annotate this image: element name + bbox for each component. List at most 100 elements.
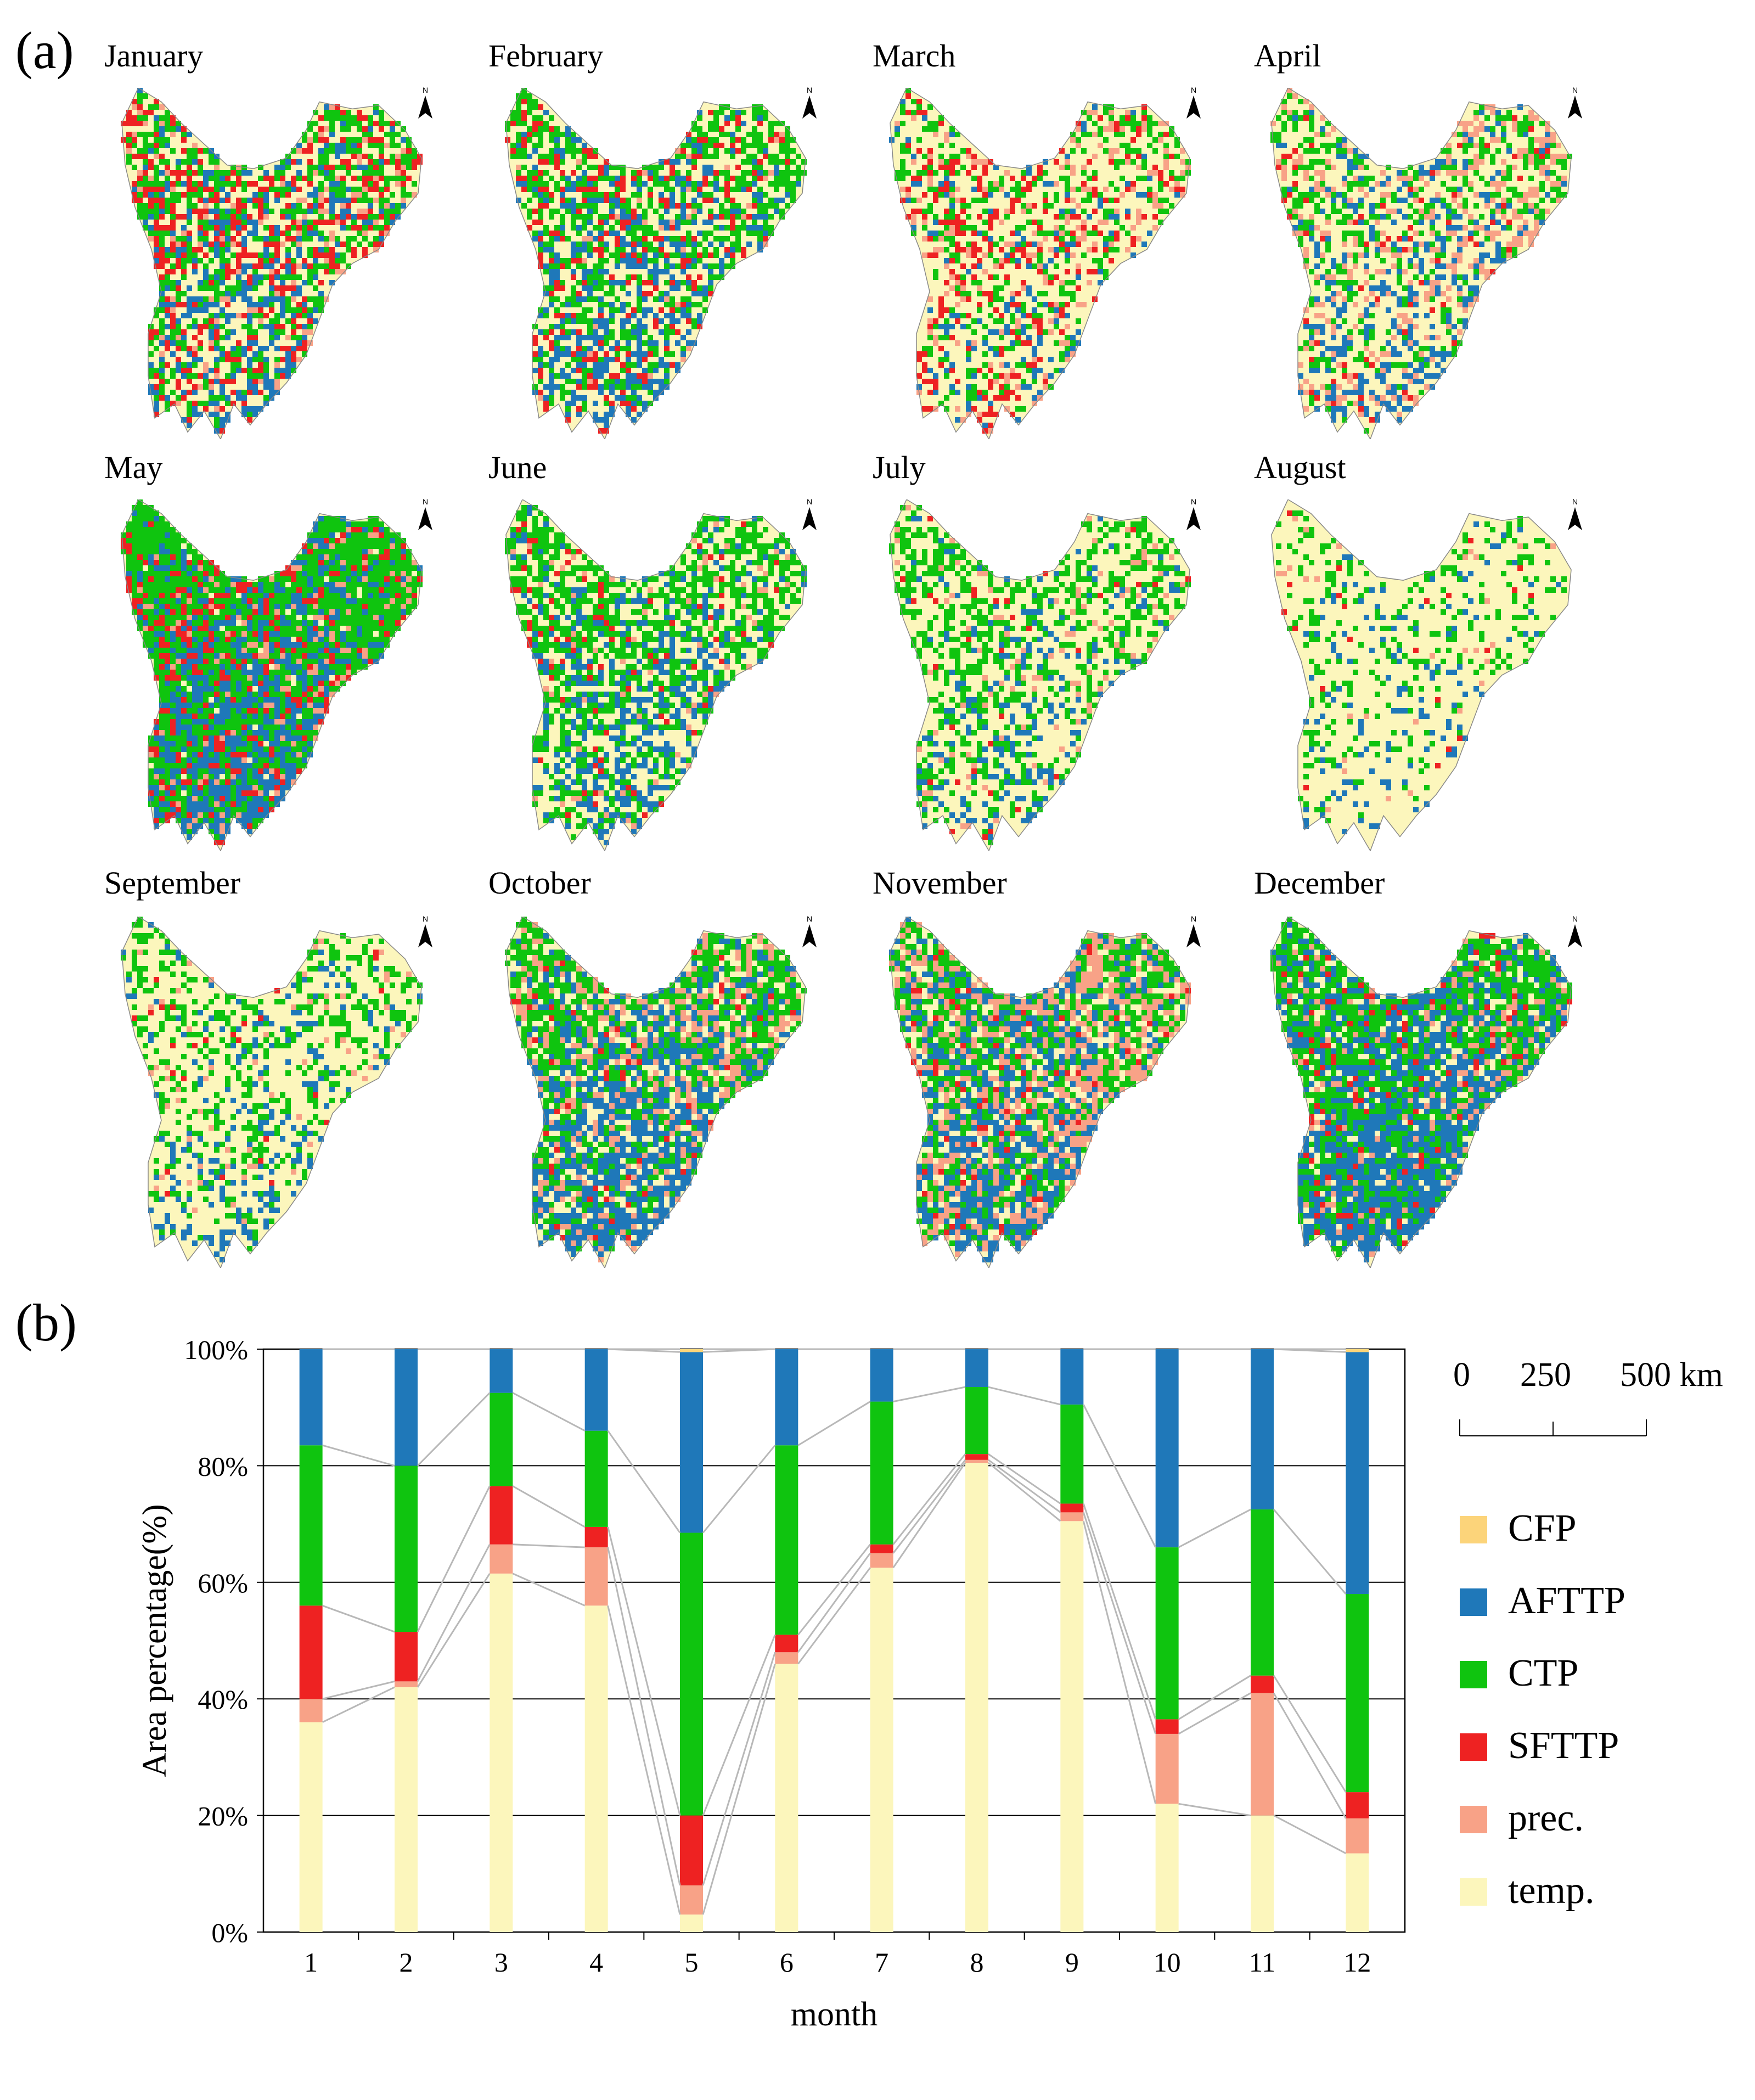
- stack-connector: [1082, 1520, 1157, 1804]
- bar-temp-1: [299, 1722, 323, 1932]
- north-label: N: [806, 497, 813, 506]
- stack-connector: [322, 1444, 395, 1467]
- bar-temp-2: [395, 1687, 418, 1932]
- bar-prec-6: [775, 1652, 798, 1664]
- map-title-october: October: [488, 865, 591, 901]
- stack-connector: [797, 1401, 871, 1446]
- bar-prec-2: [395, 1681, 418, 1687]
- map-june: [505, 499, 807, 851]
- y-tick-label: 40%: [198, 1684, 248, 1715]
- bar-sfttp-9: [1060, 1503, 1084, 1513]
- stack-connector: [1178, 1675, 1251, 1720]
- x-tick-label: 1: [304, 1947, 318, 1978]
- map-february: [505, 88, 807, 439]
- stack-connector: [1273, 1692, 1347, 1819]
- bar-ctp-1: [299, 1445, 323, 1606]
- bar-afttp-5: [680, 1352, 703, 1533]
- stack-connector: [607, 1526, 681, 1816]
- north-label: N: [422, 497, 429, 506]
- stack-connector: [892, 1453, 966, 1545]
- bar-sfttp-3: [490, 1486, 513, 1545]
- north-label: N: [1190, 914, 1197, 923]
- bar-ctp-10: [1155, 1547, 1179, 1720]
- bar-afttp-1: [299, 1349, 323, 1446]
- stacked-bar-chart: 0%20%40%60%80%100%1 2 3 4 5 6 7 8 9 10 11 12monthAr…: [136, 1334, 1406, 2033]
- x-tick-label: 10: [1154, 1947, 1181, 1978]
- bar-sfttp-5: [680, 1815, 703, 1886]
- stack-connector: [607, 1605, 681, 1915]
- y-axis-title: Area percentage(%): [136, 1504, 173, 1777]
- bar-sfttp-7: [870, 1544, 893, 1553]
- bar-cfp-12: [1346, 1349, 1369, 1352]
- bar-prec-1: [299, 1699, 323, 1722]
- x-tick-label: 6: [780, 1947, 794, 1978]
- north-label: N: [1190, 497, 1197, 506]
- map-march: [889, 88, 1191, 439]
- y-tick-label: 0%: [211, 1917, 248, 1948]
- bar-sfttp-1: [299, 1605, 323, 1699]
- scale-label-0: 0: [1453, 1356, 1470, 1394]
- bar-temp-7: [870, 1568, 893, 1932]
- legend-label: prec.: [1508, 1797, 1584, 1839]
- stack-connector: [512, 1392, 586, 1432]
- bar-prec-5: [680, 1885, 703, 1915]
- x-tick-label: 5: [685, 1947, 699, 1978]
- bar-ctp-5: [680, 1532, 703, 1816]
- bar-ctp-8: [965, 1387, 988, 1455]
- stack-connector: [988, 1462, 1061, 1522]
- stack-connector: [702, 1664, 776, 1915]
- x-tick-label: 3: [494, 1947, 508, 1978]
- legend-label: CTP: [1508, 1652, 1579, 1694]
- stack-connector: [702, 1652, 776, 1886]
- bar-afttp-10: [1155, 1349, 1179, 1548]
- stack-connector: [1273, 1509, 1347, 1595]
- stack-connector: [322, 1686, 395, 1723]
- bar-afttp-2: [395, 1349, 418, 1466]
- stack-connector: [417, 1485, 491, 1632]
- scale-label-250: 250: [1520, 1356, 1571, 1394]
- bar-ctp-4: [584, 1430, 608, 1527]
- stack-connector: [1178, 1803, 1251, 1817]
- x-tick-label: 4: [589, 1947, 603, 1978]
- stack-connector: [417, 1544, 491, 1682]
- bar-sfttp-8: [965, 1454, 988, 1460]
- bar-afttp-11: [1251, 1349, 1274, 1510]
- y-tick-label: 20%: [198, 1801, 248, 1832]
- bar-prec-8: [965, 1459, 988, 1463]
- scale-label-500: 500 km: [1620, 1356, 1723, 1394]
- stack-connector: [1178, 1692, 1251, 1735]
- north-label: N: [806, 914, 813, 923]
- stack-connector: [1082, 1404, 1157, 1548]
- north-label: N: [1190, 86, 1197, 94]
- map-title-april: April: [1254, 38, 1321, 74]
- north-label: N: [422, 86, 429, 94]
- bar-ctp-2: [395, 1465, 418, 1632]
- stack-connector: [702, 1445, 776, 1534]
- stack-connector: [892, 1462, 966, 1569]
- bar-afttp-4: [584, 1349, 608, 1431]
- legend-swatch: [1460, 1878, 1487, 1906]
- legend-swatch: [1460, 1516, 1487, 1543]
- legend-label: CFP: [1508, 1507, 1577, 1549]
- north-label: N: [1572, 497, 1578, 506]
- panel-a-label: (a): [15, 21, 74, 80]
- north-label: N: [806, 86, 813, 94]
- x-tick-label: 8: [970, 1947, 984, 1978]
- map-title-may: May: [104, 450, 163, 485]
- map-january: [121, 88, 423, 439]
- bar-sfttp-4: [584, 1526, 608, 1548]
- bar-temp-10: [1155, 1804, 1179, 1932]
- bar-temp-3: [490, 1573, 513, 1932]
- map-title-august: August: [1254, 450, 1346, 485]
- bar-prec-7: [870, 1553, 893, 1568]
- stack-connector: [988, 1386, 1061, 1406]
- map-august: [1271, 499, 1572, 851]
- bar-prec-4: [584, 1547, 608, 1606]
- stack-connector: [417, 1573, 491, 1688]
- bar-ctp-7: [870, 1401, 893, 1545]
- bar-ctp-3: [490, 1392, 513, 1486]
- bar-temp-11: [1251, 1815, 1274, 1932]
- map-title-december: December: [1254, 865, 1385, 901]
- north-label: N: [1572, 86, 1578, 94]
- map-december: [1270, 917, 1572, 1268]
